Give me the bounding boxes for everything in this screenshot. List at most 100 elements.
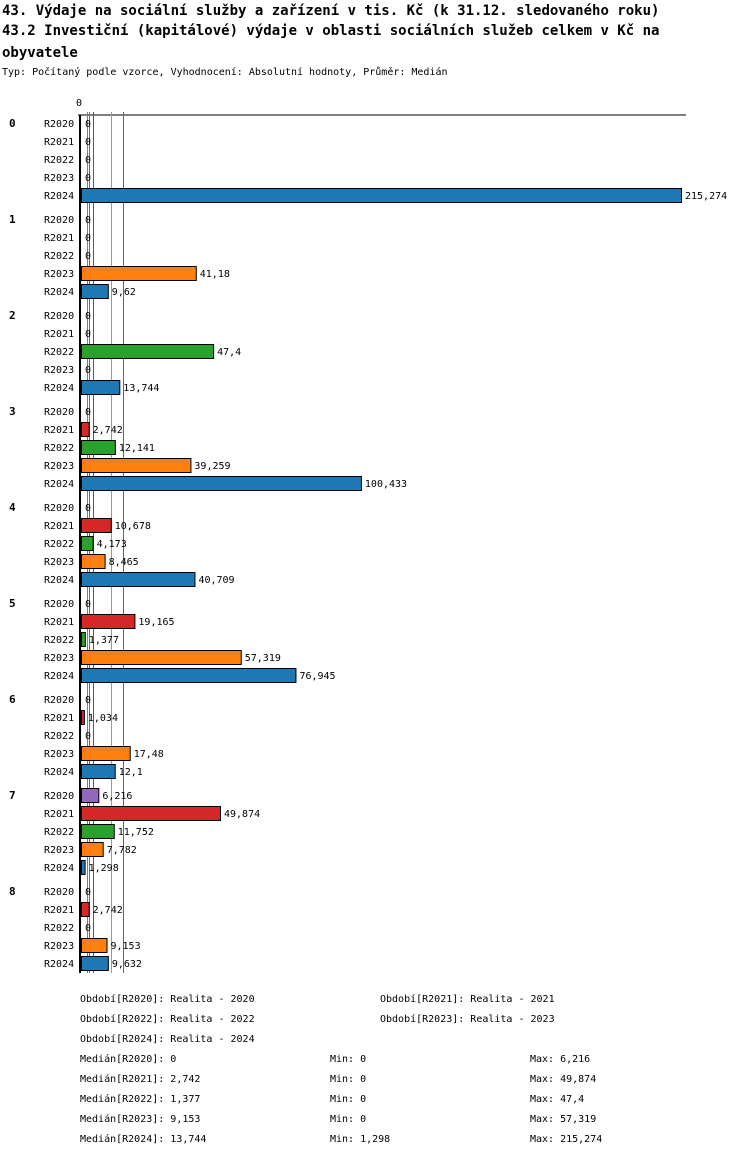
series-label-r2020: R2020 xyxy=(44,695,74,706)
chart-subtitle: 43.2 Investiční (kapitálové) výdaje v ob… xyxy=(2,23,660,61)
series-label-r2020: R2020 xyxy=(44,887,74,898)
series-label-r2024: R2024 xyxy=(44,767,74,778)
value-label-0-r2024: 215,274 xyxy=(685,191,727,202)
series-label-r2022: R2022 xyxy=(44,923,74,934)
value-label-5-r2020: 0 xyxy=(85,599,91,610)
legend-period-r2021: Období[R2021]: Realita - 2021 xyxy=(380,994,555,1005)
bar-1-r2023 xyxy=(81,266,197,281)
min-r2022: Min: 0 xyxy=(330,1094,367,1105)
value-label-8-r2024: 9,632 xyxy=(112,959,142,970)
bar-3-r2024 xyxy=(81,476,362,491)
bar-chart: 0 0 R2020 0 R2021 0 R2022 0 R2023 0 R2024 215,274 1 R… xyxy=(9,98,727,973)
series-label-r2022: R2022 xyxy=(44,635,74,646)
bar-6-r2024 xyxy=(81,764,116,779)
bar-5-r2024 xyxy=(81,668,297,683)
series-label-r2023: R2023 xyxy=(44,365,74,376)
value-label-6-r2021: 1,034 xyxy=(88,713,118,724)
min-r2021: Min: 0 xyxy=(330,1074,367,1085)
bar-4-r2023 xyxy=(81,554,106,569)
value-label-7-r2021: 49,874 xyxy=(224,809,260,820)
value-label-8-r2020: 0 xyxy=(85,887,91,898)
series-label-r2023: R2023 xyxy=(44,173,74,184)
bar-6-r2023 xyxy=(81,746,131,761)
series-label-r2021: R2021 xyxy=(44,809,74,820)
series-label-r2023: R2023 xyxy=(44,653,74,664)
bar-4-r2022 xyxy=(81,536,94,551)
series-label-r2021: R2021 xyxy=(44,713,74,724)
series-label-r2021: R2021 xyxy=(44,233,74,244)
series-label-r2022: R2022 xyxy=(44,347,74,358)
chart-title: 43. Výdaje na sociální služby a zařízení… xyxy=(2,3,660,19)
value-label-1-r2023: 41,18 xyxy=(200,269,230,280)
bar-5-r2023 xyxy=(81,650,242,665)
value-label-3-r2020: 0 xyxy=(85,407,91,418)
category-label-8: 8 xyxy=(9,885,16,898)
value-label-3-r2024: 100,433 xyxy=(365,479,407,490)
value-label-0-r2022: 0 xyxy=(85,155,91,166)
bar-1-r2024 xyxy=(81,284,109,299)
value-label-5-r2021: 19,165 xyxy=(138,617,174,628)
series-label-r2022: R2022 xyxy=(44,155,74,166)
value-label-1-r2024: 9,62 xyxy=(112,287,136,298)
value-label-4-r2021: 10,678 xyxy=(115,521,151,532)
series-label-r2022: R2022 xyxy=(44,251,74,262)
value-label-4-r2022: 4,173 xyxy=(97,539,127,550)
value-label-2-r2024: 13,744 xyxy=(123,383,159,394)
series-label-r2024: R2024 xyxy=(44,479,74,490)
series-label-r2024: R2024 xyxy=(44,671,74,682)
category-label-3: 3 xyxy=(9,405,16,418)
series-label-r2024: R2024 xyxy=(44,863,74,874)
median-r2021: Medián[R2021]: 2,742 xyxy=(80,1074,201,1085)
median-r2020: Medián[R2020]: 0 xyxy=(80,1054,177,1065)
bar-5-r2022 xyxy=(81,632,86,647)
category-label-1: 1 xyxy=(9,213,16,226)
bar-8-r2024 xyxy=(81,956,109,971)
series-label-r2022: R2022 xyxy=(44,539,74,550)
min-r2024: Min: 1,298 xyxy=(330,1134,391,1145)
category-label-4: 4 xyxy=(9,501,16,514)
value-label-2-r2021: 0 xyxy=(85,329,91,340)
value-label-1-r2020: 0 xyxy=(85,215,91,226)
value-label-5-r2024: 76,945 xyxy=(299,671,335,682)
series-label-r2023: R2023 xyxy=(44,461,74,472)
series-label-r2024: R2024 xyxy=(44,287,74,298)
category-label-7: 7 xyxy=(9,789,16,802)
chart-type-info: Typ: Počítaný podle vzorce, Vyhodnocení:… xyxy=(2,67,448,78)
max-r2022: Max: 47,4 xyxy=(530,1094,585,1105)
series-label-r2020: R2020 xyxy=(44,599,74,610)
bar-6-r2021 xyxy=(81,710,85,725)
category-label-0: 0 xyxy=(9,117,16,130)
series-label-r2022: R2022 xyxy=(44,827,74,838)
bar-3-r2022 xyxy=(81,440,116,455)
series-label-r2020: R2020 xyxy=(44,215,74,226)
value-label-5-r2023: 57,319 xyxy=(245,653,281,664)
value-label-7-r2020: 6,216 xyxy=(102,791,132,802)
value-label-4-r2023: 8,465 xyxy=(109,557,139,568)
series-label-r2021: R2021 xyxy=(44,905,74,916)
legend-period-r2022: Období[R2022]: Realita - 2022 xyxy=(80,1014,255,1025)
series-label-r2021: R2021 xyxy=(44,617,74,628)
value-label-8-r2022: 0 xyxy=(85,923,91,934)
category-label-5: 5 xyxy=(9,597,16,610)
bar-5-r2021 xyxy=(81,614,136,629)
value-label-8-r2023: 9,153 xyxy=(111,941,141,952)
series-label-r2020: R2020 xyxy=(44,791,74,802)
value-label-2-r2022: 47,4 xyxy=(217,347,241,358)
value-label-7-r2022: 11,752 xyxy=(118,827,154,838)
max-r2021: Max: 49,874 xyxy=(530,1074,597,1085)
value-label-8-r2021: 2,742 xyxy=(93,905,123,916)
max-r2023: Max: 57,319 xyxy=(530,1114,597,1125)
series-label-r2024: R2024 xyxy=(44,383,74,394)
bar-8-r2023 xyxy=(81,938,108,953)
min-r2023: Min: 0 xyxy=(330,1114,367,1125)
series-label-r2023: R2023 xyxy=(44,845,74,856)
bar-8-r2021 xyxy=(81,902,90,917)
bar-7-r2022 xyxy=(81,824,115,839)
series-label-r2023: R2023 xyxy=(44,749,74,760)
median-r2022: Medián[R2022]: 1,377 xyxy=(80,1094,201,1105)
min-r2020: Min: 0 xyxy=(330,1054,367,1065)
value-label-2-r2023: 0 xyxy=(85,365,91,376)
value-label-6-r2022: 0 xyxy=(85,731,91,742)
value-label-0-r2021: 0 xyxy=(85,137,91,148)
bar-7-r2024 xyxy=(81,860,86,875)
